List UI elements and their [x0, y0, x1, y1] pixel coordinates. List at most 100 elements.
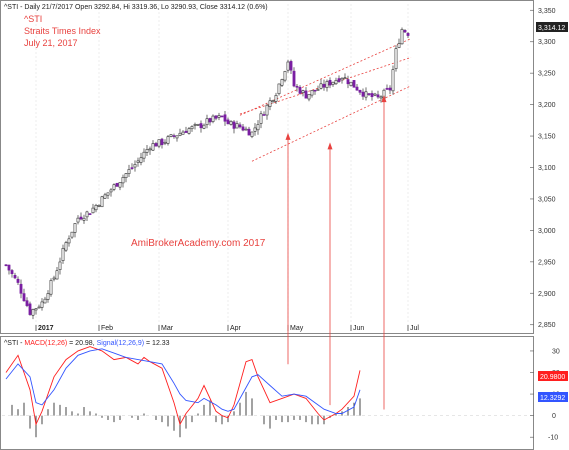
candle-up	[82, 217, 86, 221]
last-price-badge	[536, 22, 568, 32]
candle-up	[166, 136, 170, 144]
chart-title: Straits Times Index	[24, 26, 101, 36]
price-y-tick-label: 3,200	[538, 102, 556, 109]
candle-down	[292, 70, 296, 87]
candle-up	[127, 169, 131, 174]
candle-up	[34, 308, 38, 311]
signal-arrowhead	[285, 132, 291, 140]
candle-up	[76, 217, 80, 223]
candle-up	[163, 141, 167, 144]
candle-down	[358, 89, 362, 93]
candle-down	[13, 275, 17, 279]
candle-up	[340, 77, 344, 81]
candle-up	[229, 121, 233, 125]
candle-up	[325, 81, 329, 88]
signal-arrowhead	[381, 95, 387, 103]
macd-legend-macd: MACD(12,26)	[24, 340, 67, 347]
trend-channel-line	[239, 38, 412, 116]
candle-down	[238, 124, 242, 128]
candle-up	[244, 128, 248, 131]
candle-down	[370, 93, 374, 98]
signal-arrows	[285, 95, 387, 410]
candle-up	[55, 270, 59, 280]
macd-y-tick-label: -10	[548, 435, 558, 442]
candle-down	[361, 91, 365, 97]
candle-up	[85, 211, 89, 218]
macd-legend-signal-value: = 12.33	[144, 340, 170, 347]
candle-up	[64, 242, 68, 251]
candle-up	[31, 309, 35, 316]
trend-channel	[239, 38, 412, 162]
candle-up	[70, 231, 74, 238]
candle-down	[313, 89, 317, 92]
x-tick-label: Jun	[353, 325, 364, 332]
macd-legend-macd-value: = 20.98,	[67, 340, 96, 347]
candle-up	[250, 131, 254, 137]
candle-up	[175, 135, 179, 139]
candle-up	[100, 196, 104, 208]
macd-histogram	[11, 391, 361, 438]
price-y-tick-label: 3,100	[538, 165, 556, 172]
candle-down	[199, 123, 203, 129]
candle-up	[259, 113, 263, 124]
candle-down	[220, 115, 224, 118]
candle-up	[202, 124, 206, 129]
candle-down	[4, 264, 8, 267]
candle-down	[388, 87, 392, 91]
candle-down	[289, 61, 293, 71]
trend-channel-line	[251, 85, 412, 162]
candle-up	[118, 182, 122, 188]
candle-up	[379, 96, 383, 99]
macd-value-badge	[538, 371, 568, 381]
candle-up	[349, 81, 353, 86]
candle-down	[403, 30, 407, 33]
candle-up	[307, 94, 311, 100]
candle-up	[106, 192, 110, 196]
candle-down	[226, 119, 230, 125]
candle-up	[142, 151, 146, 159]
candle-down	[214, 115, 218, 119]
candle-up	[394, 48, 398, 69]
macd-legend: ^STI - MACD(12,26) = 20.98, Signal(12,26…	[4, 340, 170, 347]
candle-up	[58, 261, 62, 270]
price-y-tick-label: 3,250	[538, 71, 556, 78]
candle-down	[16, 278, 20, 283]
candle-up	[112, 184, 116, 190]
candle-up	[268, 100, 272, 107]
candle-up	[169, 134, 173, 137]
candle-up	[133, 164, 137, 168]
candle-up	[205, 118, 209, 126]
candle-up	[103, 194, 107, 199]
candle-down	[19, 283, 23, 294]
candle-down	[154, 143, 158, 147]
candle-down	[376, 94, 380, 98]
candle-down	[232, 121, 236, 129]
chart-date: July 21, 2017	[24, 38, 78, 48]
price-y-tick-label: 2,950	[538, 259, 556, 266]
candle-up	[124, 173, 128, 178]
candle-up	[334, 80, 338, 85]
candle-down	[88, 213, 92, 215]
candle-up	[343, 77, 347, 79]
x-tick-label: May	[290, 325, 304, 332]
candle-up	[49, 280, 53, 295]
macd-panel	[0, 336, 534, 450]
signal-value-label: 12.3292	[540, 395, 565, 402]
candle-up	[319, 83, 323, 89]
candle-down	[304, 90, 308, 99]
macd-y-tick-label: 0	[552, 413, 556, 420]
price-y-tick-label: 3,050	[538, 196, 556, 203]
candle-up	[397, 43, 401, 48]
candle-up	[211, 115, 215, 122]
candle-down	[241, 126, 245, 131]
candle-up	[151, 143, 155, 151]
candle-up	[139, 157, 143, 163]
candle-up	[274, 95, 278, 102]
price-y-tick-label: 2,850	[538, 322, 556, 329]
candle-up	[196, 124, 200, 126]
x-tick-label: Jul	[410, 325, 419, 332]
candle-down	[262, 114, 266, 116]
chart-symbol: ^STI	[24, 14, 42, 24]
candle-down	[172, 135, 176, 137]
candle-down	[385, 88, 389, 90]
